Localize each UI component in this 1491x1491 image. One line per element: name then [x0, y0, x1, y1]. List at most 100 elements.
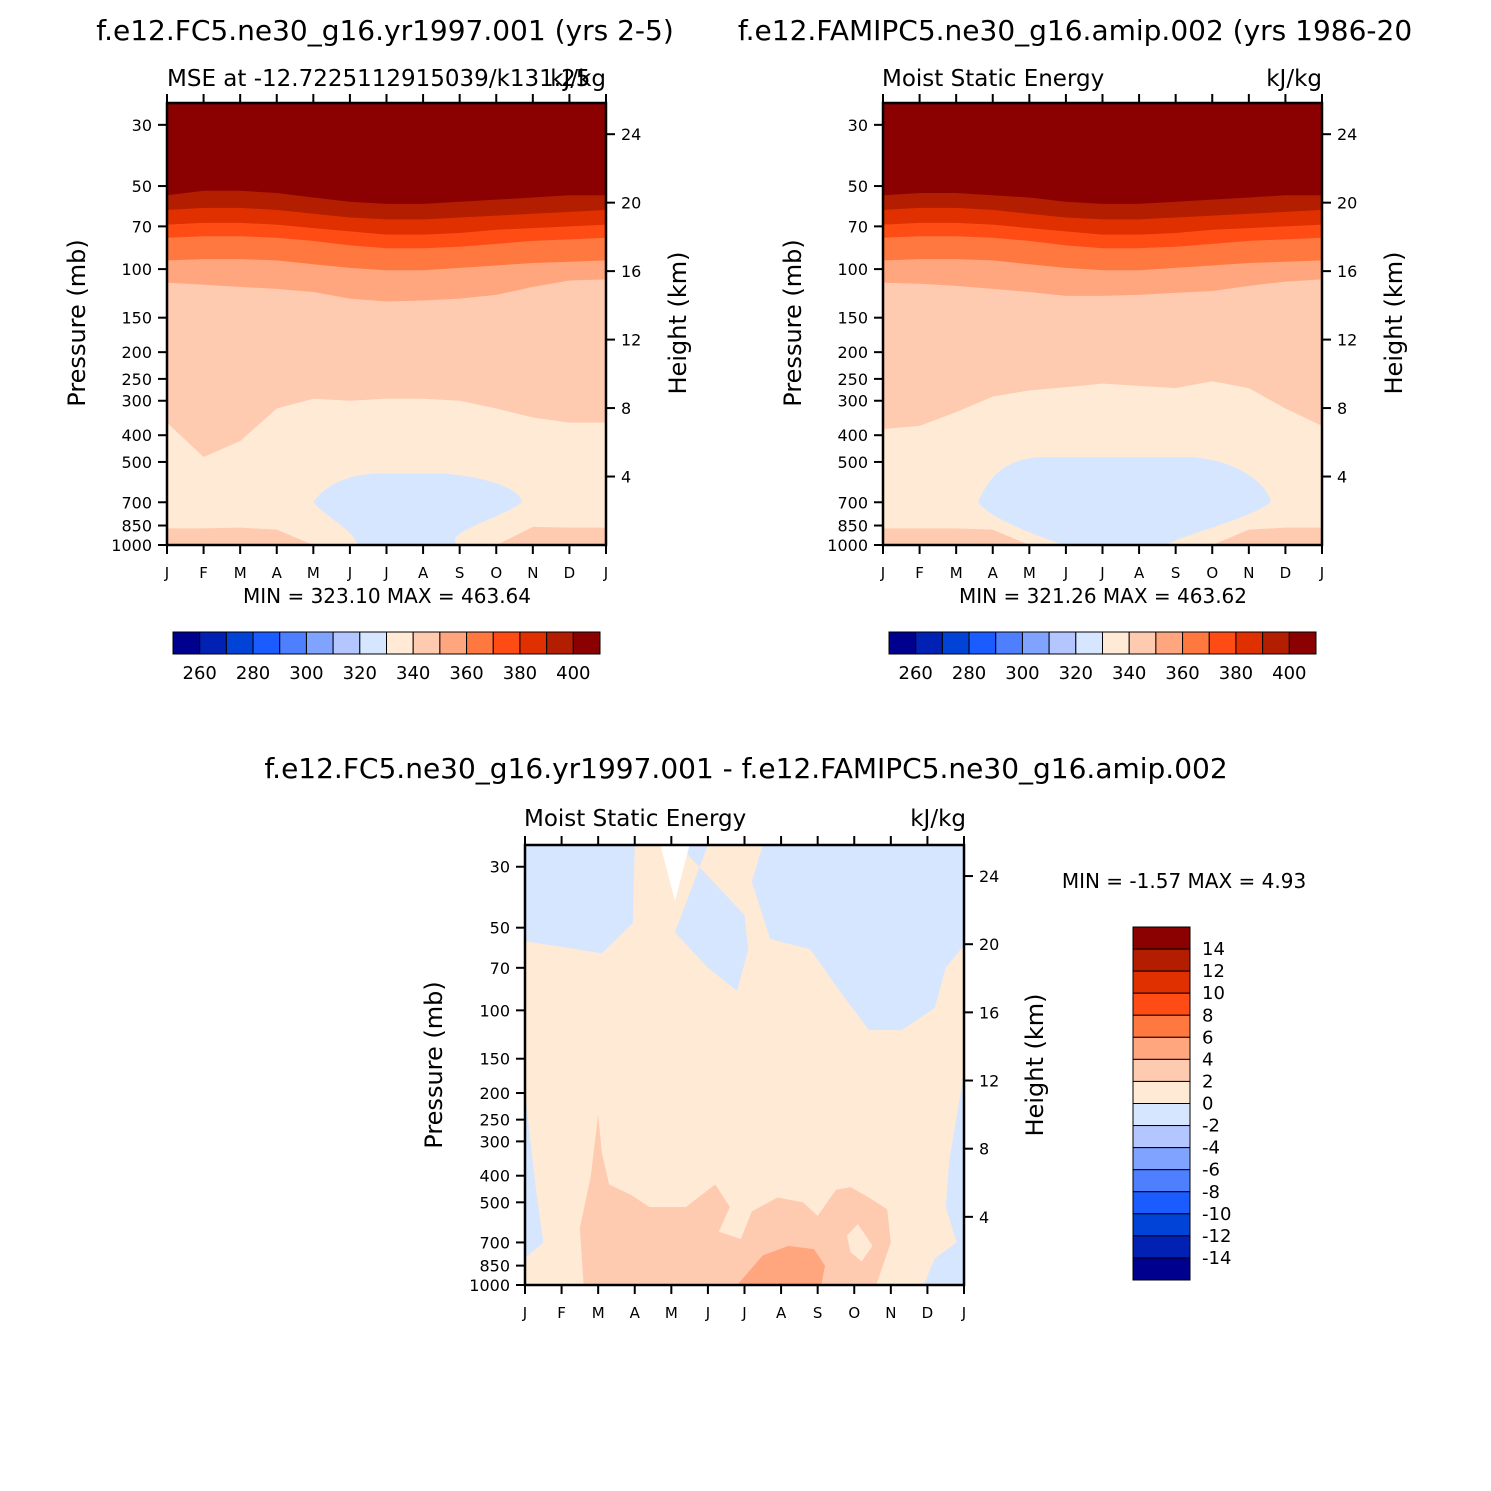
contour-fill-group: [167, 103, 606, 545]
x-tick-label: A: [272, 564, 283, 582]
y-tick-label: 100: [479, 1001, 510, 1020]
x-tick-label: J: [1319, 564, 1324, 582]
panel-3: Moist Static Energy kJ/kg Pressure (mb) …: [420, 806, 1306, 1322]
colorbar-label: -12: [1202, 1226, 1231, 1247]
y-tick-label: 500: [837, 453, 868, 472]
panel-3-min-max: MIN = -1.57 MAX = 4.93: [1062, 869, 1306, 893]
colorbar-label: 320: [343, 663, 377, 684]
x-tick-label: A: [988, 564, 999, 582]
contour-region-neg: [525, 845, 635, 954]
panel-3-title: Moist Static Energy: [524, 806, 746, 832]
x-tick-label: J: [1099, 564, 1104, 582]
y-tick-label: 70: [132, 217, 152, 236]
colorbar-label: 300: [289, 663, 323, 684]
contour-region-2-4: [579, 1114, 891, 1285]
y-tick-label: 100: [837, 260, 868, 279]
colorbar-swatch: [1155, 631, 1184, 655]
colorbar-swatch: [172, 631, 201, 655]
x-tick-label: D: [922, 1304, 934, 1322]
x-tick-label: O: [490, 564, 502, 582]
contour-region-neg: [707, 845, 964, 1031]
y2-tick-label: 20: [621, 194, 641, 213]
colorbar-label: 8: [1202, 1005, 1213, 1026]
y2-tick-label: 24: [1337, 125, 1357, 144]
colorbar-swatch: [1132, 1103, 1191, 1127]
colorbar-swatch: [1102, 631, 1130, 655]
colorbar-swatch: [1128, 631, 1157, 655]
colorbar-swatch: [439, 631, 468, 655]
colorbar-label: 260: [899, 663, 933, 684]
y-tick-label: 850: [121, 517, 152, 536]
colorbar-swatch: [1132, 1036, 1191, 1060]
y-tick-label: 70: [848, 217, 868, 236]
y2-tick-label: 12: [1337, 331, 1357, 350]
y2-tick-label: 20: [979, 935, 999, 954]
colorbar-swatch: [1288, 631, 1317, 655]
y-tick-label: 700: [121, 493, 152, 512]
y-tick-label: 30: [848, 116, 868, 135]
y-tick-label: 250: [121, 370, 152, 389]
panel-1-ylabel-right: Height (km): [664, 252, 692, 395]
colorbar-swatch: [1132, 992, 1191, 1016]
colorbar-label: -6: [1202, 1160, 1220, 1181]
panel-3-ylabel-right: Height (km): [1021, 994, 1049, 1137]
contour-blob: [313, 473, 522, 545]
contour-region-zero: [660, 845, 690, 902]
x-tick-label: F: [199, 564, 208, 582]
panel-1-units: kJ/kg: [550, 66, 606, 92]
x-tick-label: J: [880, 564, 885, 582]
y-tick-label: 850: [837, 517, 868, 536]
x-tick-label: J: [741, 1304, 746, 1322]
colorbar-swatch: [1075, 631, 1103, 655]
x-tick-label: M: [1023, 564, 1036, 582]
contour-region-neg: [525, 1093, 544, 1259]
colorbar-swatch: [466, 631, 494, 655]
x-tick-label: A: [418, 564, 429, 582]
y2-tick-label: 12: [979, 1072, 999, 1091]
y-tick-label: 400: [837, 426, 868, 445]
y-tick-label: 70: [490, 959, 510, 978]
x-tick-label: S: [455, 564, 465, 582]
panel-2-title: Moist Static Energy: [882, 66, 1104, 92]
colorbar-swatch: [1048, 631, 1077, 655]
panel-2-min-max: MIN = 321.26 MAX = 463.62: [959, 584, 1247, 608]
colorbar-label: 260: [183, 663, 217, 684]
panel-2: Moist Static Energy kJ/kg Pressure (mb) …: [779, 66, 1408, 684]
colorbar-swatch: [1262, 631, 1290, 655]
colorbar-label: 12: [1202, 961, 1225, 982]
y2-tick-label: 4: [1337, 468, 1347, 487]
colorbar-swatch: [305, 631, 334, 655]
x-tick-label: S: [813, 1304, 823, 1322]
colorbar-swatch: [386, 631, 414, 655]
colorbar-swatch: [1021, 631, 1050, 655]
colorbar-label: 380: [1219, 663, 1253, 684]
y2-tick-label: 20: [1337, 194, 1357, 213]
y-tick-label: 50: [848, 177, 868, 196]
colorbar-swatch: [572, 631, 601, 655]
colorbar-label: 360: [449, 663, 483, 684]
colorbar-label: 360: [1165, 663, 1199, 684]
colorbar-label: -14: [1202, 1248, 1231, 1269]
colorbar-label: -8: [1202, 1182, 1220, 1203]
y-tick-label: 30: [132, 116, 152, 135]
colorbar-swatch: [1132, 1235, 1191, 1259]
y2-tick-label: 16: [1337, 262, 1357, 281]
colorbar-label: 400: [1272, 663, 1306, 684]
y-tick-label: 30: [490, 858, 510, 877]
y2-tick-label: 8: [979, 1140, 989, 1159]
colorbar-swatch: [359, 631, 387, 655]
colorbar-swatch: [412, 631, 441, 655]
colorbar-swatch: [546, 631, 574, 655]
x-tick-label: J: [603, 564, 608, 582]
colorbar-swatch: [332, 631, 361, 655]
y2-tick-label: 8: [621, 399, 631, 418]
contour-fill-group: [525, 845, 964, 1285]
panel-1-min-max: MIN = 323.10 MAX = 463.64: [243, 584, 531, 608]
run-title-1: f.e12.FC5.ne30_g16.yr1997.001 (yrs 2-5): [96, 14, 674, 47]
y-tick-label: 700: [837, 493, 868, 512]
colorbar-swatch: [1132, 1191, 1191, 1215]
colorbar-swatch: [1208, 631, 1237, 655]
y-tick-label: 150: [837, 309, 868, 328]
y-tick-label: 150: [121, 309, 152, 328]
